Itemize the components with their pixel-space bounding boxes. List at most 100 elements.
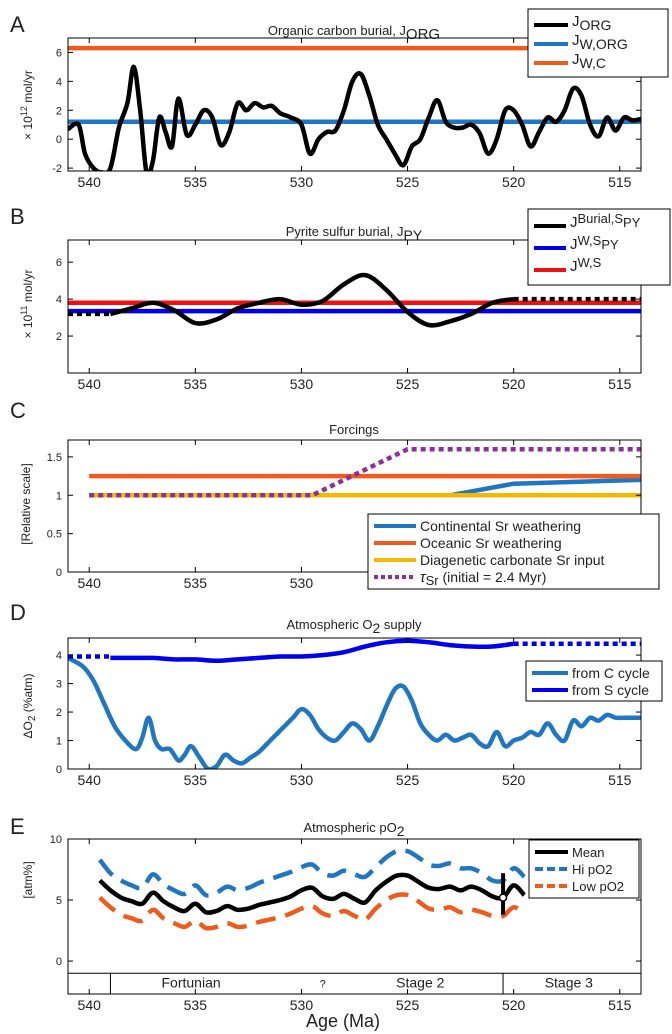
panel-d-series-1 <box>110 638 515 664</box>
panel-c-xtick-label-2: 530 <box>290 575 314 591</box>
panel-c-legend: Continental Sr weathering Oceanic Sr wea… <box>367 513 660 590</box>
panel-e-legend: Mean Hi pO2 Low pO2 <box>528 839 640 899</box>
panel-e-error-bar-marker <box>498 893 508 902</box>
panel-a-xtick-label-5: 515 <box>608 174 632 190</box>
panel-c-letter: C <box>10 398 26 423</box>
panel-e-stage-label-3: Stage 3 <box>545 974 593 990</box>
legend-a-jworg: JW,ORG <box>572 32 628 52</box>
panel-d-xtick-label-2: 530 <box>290 772 314 788</box>
panel-b-y-ticks: 2 4 6 <box>56 257 641 343</box>
panel-c-plot-area <box>89 446 641 498</box>
panel-a-xtick-label-0: 540 <box>78 174 102 190</box>
panel-b-ytick-label-1: 4 <box>56 294 62 306</box>
panel-d-xtick-label-0: 540 <box>78 772 102 788</box>
legend-e-low: Low pO2 <box>572 879 624 894</box>
panel-a-ylabel: × 1012 mol/yr <box>19 70 35 140</box>
panel-a-ytick-label-2: 2 <box>56 105 62 117</box>
panel-d-plot-area <box>68 638 641 769</box>
panel-e-stage-strip: Fortunian? Stage 2 Stage 3 <box>68 972 641 994</box>
panel-d-ytick-label-1: 1 <box>56 736 62 748</box>
legend-c-oceanic: Oceanic Sr weathering <box>420 535 562 551</box>
panel-a-axes-box <box>67 37 642 172</box>
panel-c-series-3 <box>89 446 641 498</box>
panel-a-ytick-label-1: 0 <box>56 134 62 146</box>
panel-e-letter: E <box>10 814 25 839</box>
panel-d-xtick-label-1: 535 <box>184 772 208 788</box>
panel-e-ytick-label-0: 0 <box>56 956 62 968</box>
legend-b-jburial: JBurial,SPY <box>570 211 641 231</box>
panel-b-xtick-label-0: 540 <box>78 376 102 392</box>
panel-b-xtick-label-5: 515 <box>608 376 632 392</box>
legend-c-continental: Continental Sr weathering <box>420 518 581 534</box>
panel-e-ytick-label-1: 5 <box>56 895 62 907</box>
legend-d-c-cycle: from C cycle <box>572 665 650 681</box>
panel-c: C Forcings [Relative scale] 0 0.5 1 1.5 540… <box>10 398 660 591</box>
panel-c-series-0 <box>89 477 641 498</box>
panel-b-ylabel: × 1011 mol/yr <box>19 269 35 338</box>
panel-e-x-ticks: 540 535 530 525 520 515 <box>78 839 632 1013</box>
panel-b-x-ticks: 540 535 530 525 520 515 <box>78 240 632 392</box>
panel-a-xtick-label-2: 530 <box>290 174 314 190</box>
panel-c-ytick-label-1: 0.5 <box>47 529 62 541</box>
panel-d-legend: from C cycle from S cycle <box>525 660 663 702</box>
panel-c-y-ticks: 0 0.5 1 1.5 <box>47 452 641 579</box>
legend-e-hi: Hi pO2 <box>572 862 612 877</box>
panel-e-plot-area <box>98 848 526 931</box>
panel-c-ytick-label-0: 0 <box>56 567 62 579</box>
panel-d-series-0 <box>68 655 641 769</box>
panel-c-ytick-label-3: 1.5 <box>47 452 62 464</box>
panel-a-ytick-label-3: 4 <box>56 76 62 88</box>
panel-b-legend: JBurial,SPY JW,SPY JW,S <box>527 208 671 286</box>
panel-a-y-ticks: -2 0 2 4 6 <box>52 47 641 175</box>
panel-e-ytick-label-2: 10 <box>50 834 62 846</box>
panel-b-series-0 <box>109 272 515 328</box>
panel-d-y-ticks: 0 1 2 3 4 <box>56 650 641 776</box>
panel-b-axes-box <box>67 239 642 374</box>
legend-b-jws: JW,S <box>570 255 602 275</box>
panel-b-plot-area <box>68 272 641 328</box>
panel-e-stage-label-1: ? <box>320 978 326 990</box>
panel-a: A Organic carbon burial, JORG × 1012 mol… <box>10 8 669 190</box>
legend-d-s-cycle: from S cycle <box>572 682 649 698</box>
panel-d-letter: D <box>10 600 26 625</box>
panel-e-xtick-label-4: 520 <box>502 997 526 1013</box>
legend-a-jorg: JORG <box>572 13 611 33</box>
panel-e-y-ticks: 0 5 10 <box>50 834 641 968</box>
panel-b-letter: B <box>10 204 25 229</box>
panel-a-xtick-label-4: 520 <box>502 174 526 190</box>
panel-e-xtick-label-5: 515 <box>608 997 632 1013</box>
panel-c-ytick-label-2: 1 <box>56 490 62 502</box>
panel-b-ytick-label-0: 2 <box>56 331 62 343</box>
panel-e-series-2 <box>98 892 526 931</box>
panel-d-ylabel: ΔO2 (%atm) <box>21 674 38 739</box>
panel-b: B Pyrite sulfur burial, JPY × 1011 mol/y… <box>10 204 671 392</box>
panel-d: D Atmospheric O2 supply ΔO2 (%atm) 0 1 2 3 4… <box>10 600 663 788</box>
panel-e: E Atmospheric pO2 [atm%] Fortunian? Stage… <box>10 814 642 1013</box>
panel-e-xtick-label-1: 535 <box>184 997 208 1013</box>
panel-e-series-0 <box>98 872 526 915</box>
panel-c-axes-box <box>67 439 642 573</box>
panel-c-title: Forcings <box>329 422 379 437</box>
panel-b-xtick-label-4: 520 <box>502 376 526 392</box>
panel-d-ytick-label-2: 2 <box>56 707 62 719</box>
panel-e-axes-box <box>67 838 642 995</box>
panel-e-xtick-label-2: 530 <box>290 997 314 1013</box>
panel-d-ytick-label-4: 4 <box>56 650 62 662</box>
panel-e-stage-label-2: Stage 2 <box>396 974 444 990</box>
legend-c-tau: τSr (initial = 2.4 Myr) <box>420 569 546 588</box>
legend-a-jwc: JW,C <box>572 51 606 71</box>
legend-b-jwspy: JW,SPY <box>570 233 619 253</box>
panel-d-xtick-label-5: 515 <box>608 772 632 788</box>
panel-b-title: Pyrite sulfur burial, JPY <box>286 224 423 243</box>
panel-a-title: Organic carbon burial, JORG <box>268 23 440 43</box>
panel-d-xtick-label-4: 520 <box>502 772 526 788</box>
panel-e-xtick-label-3: 525 <box>396 997 420 1013</box>
panel-a-xtick-label-3: 525 <box>396 174 420 190</box>
panel-a-x-ticks: 540 535 530 525 520 515 <box>78 38 632 190</box>
panel-e-title: Atmospheric pO2 <box>304 820 405 839</box>
panel-b-xtick-label-3: 525 <box>396 376 420 392</box>
panel-b-xtick-label-1: 535 <box>184 376 208 392</box>
panel-c-xtick-label-1: 535 <box>184 575 208 591</box>
panel-c-ylabel: [Relative scale] <box>19 463 33 544</box>
